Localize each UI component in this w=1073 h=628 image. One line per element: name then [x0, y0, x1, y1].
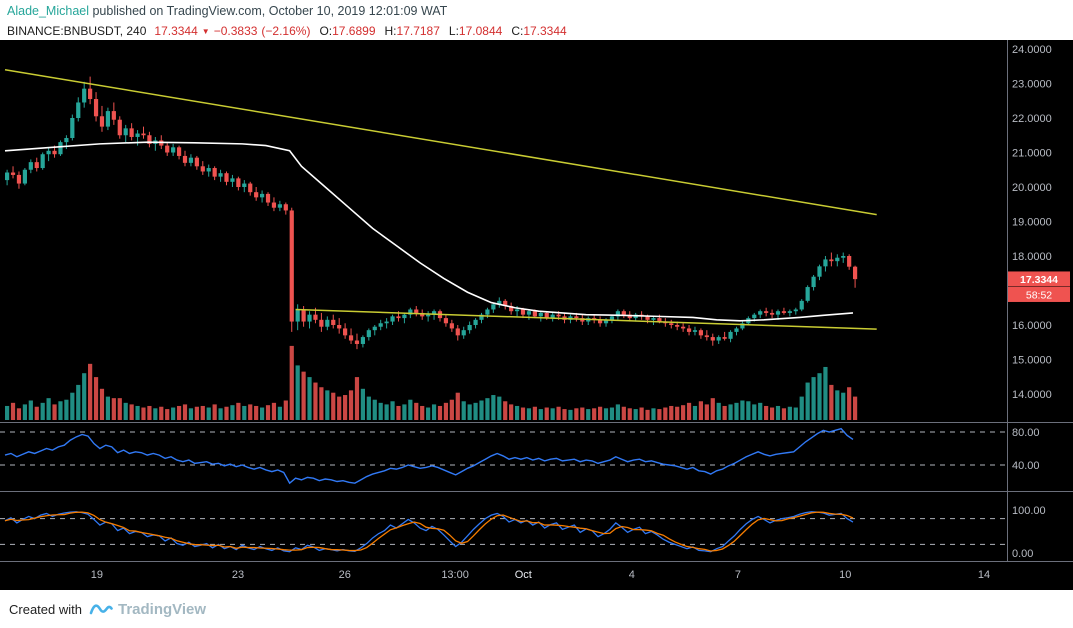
price-axis[interactable]: 24.0000 23.0000 22.0000 21.0000 20.0000 19.00…: [1008, 44, 1070, 401]
svg-text:0.00: 0.00: [1012, 548, 1033, 560]
ohlc-value: 17.7187: [396, 24, 440, 38]
svg-text:58:52: 58:52: [1026, 289, 1052, 301]
tradingview-logo-icon: [89, 604, 113, 615]
svg-text:17.3344: 17.3344: [1020, 274, 1058, 286]
footer: Created with TradingView: [0, 590, 1073, 628]
svg-text:13:00: 13:00: [441, 569, 469, 581]
svg-text:19.0000: 19.0000: [1012, 217, 1052, 229]
rsi-line: [4, 427, 854, 485]
ohlc-readout: O: 17.6899 H: 17.7187 L: 17.0844 C: 17.3344: [310, 24, 566, 38]
svg-text:10: 10: [839, 569, 851, 581]
svg-text:20.0000: 20.0000: [1012, 182, 1052, 194]
ohlc-value: 17.6899: [332, 24, 376, 38]
svg-text:100.00: 100.00: [1012, 505, 1046, 517]
moving-average-line: [4, 141, 854, 322]
tradingview-wordmark: TradingView: [117, 600, 207, 618]
svg-text:18.0000: 18.0000: [1012, 251, 1052, 263]
svg-text:24.0000: 24.0000: [1012, 44, 1052, 56]
price-change-value: −0.3833: [213, 24, 258, 38]
price-down-triangle-icon: ▼: [201, 26, 210, 36]
volume-bars: [5, 345, 858, 420]
ohlc-value: 17.3344: [523, 24, 567, 38]
last-price-value: 17.3344: [154, 24, 198, 38]
created-with-label: Created with: [9, 601, 82, 617]
time-axis[interactable]: 19 23 26 13:00 Oct 4 7 10 14: [91, 569, 990, 581]
last-price-badge: [1008, 271, 1070, 287]
svg-text:23.0000: 23.0000: [1012, 79, 1052, 91]
svg-text:21.0000: 21.0000: [1012, 148, 1052, 160]
svg-text:Oct: Oct: [515, 569, 532, 581]
trendline[interactable]: [4, 68, 877, 216]
publish-header: Alade_Michael published on TradingView.c…: [0, 0, 1073, 22]
ohlc-value: 17.0844: [458, 24, 503, 38]
ohlc-label: L:: [448, 24, 459, 38]
countdown-badge: [1008, 286, 1070, 302]
svg-text:22.0000: 22.0000: [1012, 113, 1052, 125]
symbol-interval-label: BINANCE:BNBUSDT, 240: [7, 24, 147, 38]
svg-text:15.0000: 15.0000: [1012, 355, 1052, 367]
svg-text:23: 23: [232, 569, 244, 581]
svg-text:16.0000: 16.0000: [1012, 320, 1052, 332]
symbol-bar: BINANCE:BNBUSDT, 240 17.3344 ▼ −0.3833 (…: [0, 22, 1073, 40]
rsi-pane: 80.00 40.00: [0, 427, 1040, 485]
stochastic-pane: 100.00 0.00: [0, 505, 1046, 560]
ohlc-label: H:: [384, 24, 397, 38]
price-change-percent: (−2.16%): [261, 24, 311, 38]
publish-info-text: published on TradingView.com, October 10…: [89, 4, 448, 18]
chart-canvas[interactable]: 80.00 40.00 100.00 0.00 24.0000 23.0000 22.000…: [0, 40, 1073, 590]
svg-text:40.00: 40.00: [1012, 460, 1040, 472]
svg-text:80.00: 80.00: [1012, 427, 1040, 439]
stoch-d-line: [4, 511, 854, 552]
svg-text:26: 26: [339, 569, 351, 581]
trendline[interactable]: [295, 308, 877, 330]
ohlc-label: C:: [511, 24, 524, 38]
author-link[interactable]: Alade_Michael: [7, 4, 89, 18]
svg-text:19: 19: [91, 569, 103, 581]
tradingview-brand-link[interactable]: TradingView: [89, 601, 206, 618]
svg-text:7: 7: [735, 569, 741, 581]
svg-text:14.0000: 14.0000: [1012, 389, 1052, 401]
svg-text:4: 4: [629, 569, 635, 581]
ohlc-label: O:: [319, 24, 333, 38]
svg-text:14: 14: [978, 569, 990, 581]
